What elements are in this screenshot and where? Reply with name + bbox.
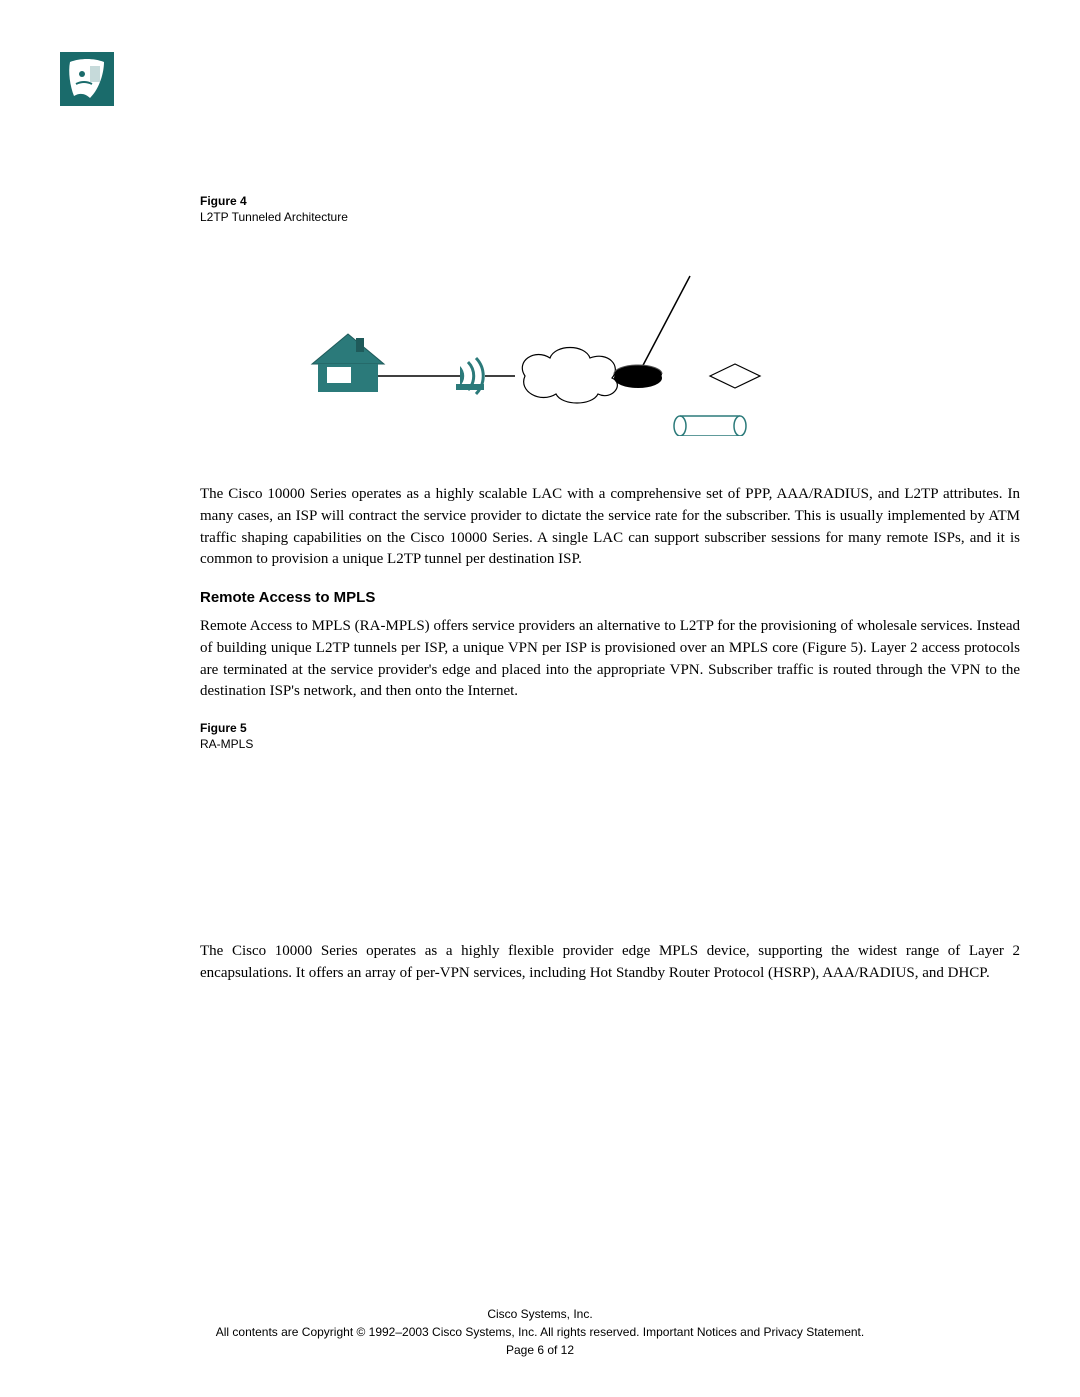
figure4-label: Figure 4	[200, 194, 1020, 208]
brand-logo	[60, 52, 114, 106]
paragraph-3: The Cisco 10000 Series operates as a hig…	[200, 941, 1020, 985]
figure5-caption: RA-MPLS	[200, 737, 1020, 751]
figure4-caption: L2TP Tunneled Architecture	[200, 210, 1020, 224]
footer-company: Cisco Systems, Inc.	[0, 1305, 1080, 1323]
paragraph-2: Remote Access to MPLS (RA-MPLS) offers s…	[200, 616, 1020, 703]
figure5-label: Figure 5	[200, 721, 1020, 735]
footer-copyright: All contents are Copyright © 1992–2003 C…	[0, 1323, 1080, 1341]
figure5-diagram-placeholder	[200, 751, 1020, 941]
paragraph-1: The Cisco 10000 Series operates as a hig…	[200, 484, 1020, 571]
heading-remote-access: Remote Access to MPLS	[200, 589, 1020, 606]
footer-page-number: Page 6 of 12	[0, 1341, 1080, 1359]
page-content: Figure 4 L2TP Tunneled Architecture	[200, 194, 1020, 1003]
figure4-diagram	[200, 266, 1020, 436]
page-footer: Cisco Systems, Inc. All contents are Cop…	[0, 1305, 1080, 1359]
